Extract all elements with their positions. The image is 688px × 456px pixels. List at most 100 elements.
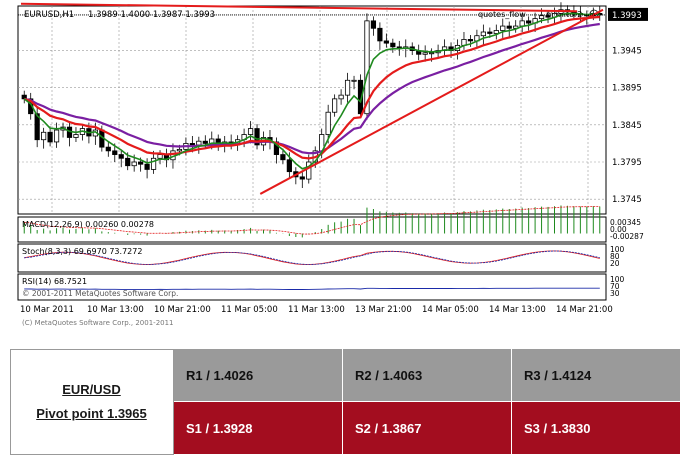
candle xyxy=(364,20,370,115)
subwindow-label: MACD(12,26,9) 0.00260 0.00278 xyxy=(22,220,154,229)
y-tick-label: 1.3895 xyxy=(612,84,642,94)
currency-pair: EUR/USD xyxy=(62,381,121,397)
trendline-resistance xyxy=(20,2,578,13)
subwindow-scale-label: 100 xyxy=(610,275,625,284)
candle xyxy=(480,31,486,37)
candle xyxy=(357,79,364,115)
pivot-summary-cell: EUR/USD Pivot point 1.3965 xyxy=(9,348,174,455)
subwindow-scale-label: 100 xyxy=(610,245,625,254)
support-1: S1 / 1.3928 xyxy=(173,401,343,455)
candle xyxy=(131,161,137,167)
chart-canvas: EURUSD,H1 1.3989 1.4000 1.3987 1.3993 quot… xyxy=(17,2,648,327)
resistance-2: R2 / 1.4063 xyxy=(342,348,512,402)
candle xyxy=(105,146,111,152)
support-2: S2 / 1.3867 xyxy=(342,401,512,455)
candle xyxy=(344,79,351,96)
current-price-box xyxy=(608,7,648,21)
candle xyxy=(144,163,150,170)
candle xyxy=(254,128,260,146)
candle xyxy=(176,148,183,152)
rsi-line xyxy=(24,287,600,290)
pivot-point-value: Pivot point 1.3965 xyxy=(36,405,147,421)
subwindow-scale-label: 70 xyxy=(610,282,620,291)
trendline-support xyxy=(259,8,604,195)
ma-purple-line xyxy=(23,22,600,155)
candle xyxy=(286,159,292,173)
candle xyxy=(73,134,79,138)
copyright-overlay: © 2001-2011 MetaQuotes Software Corp. xyxy=(22,289,178,298)
candle xyxy=(487,31,493,34)
candle xyxy=(467,39,474,42)
support-3: S3 / 1.3830 xyxy=(511,401,681,455)
resistance-3: R3 / 1.4124 xyxy=(511,348,681,402)
candle xyxy=(202,140,208,144)
candle xyxy=(506,25,512,29)
candle xyxy=(157,154,163,159)
candle xyxy=(351,79,357,82)
indicator-label: quotes_flow xyxy=(478,10,526,19)
candle xyxy=(34,113,40,141)
ma-red-line xyxy=(23,15,600,160)
candle xyxy=(325,111,331,135)
x-tick-label: 13 Mar 21:00 xyxy=(355,305,412,315)
candle xyxy=(383,40,389,44)
subwindow-scale-label: 20 xyxy=(610,259,620,268)
x-tick-label: 14 Mar 13:00 xyxy=(489,305,546,315)
candle xyxy=(370,20,377,29)
candle xyxy=(53,129,60,143)
copyright-label: (C) MetaQuotes Software Corp., 2001-2011 xyxy=(22,319,174,327)
macd-signal-line xyxy=(24,206,600,235)
y-tick-label: 1.3845 xyxy=(612,121,642,131)
ohlc-header: 1.3989 1.4000 1.3987 1.3993 xyxy=(88,10,215,20)
subwindow-label: Stoch(8,3,3) 69.6970 73.7272 xyxy=(22,247,142,256)
ma-green-line xyxy=(23,12,600,170)
candle xyxy=(545,15,551,18)
candle xyxy=(538,15,545,20)
x-tick-label: 11 Mar 13:00 xyxy=(288,305,345,315)
stoch-d-line xyxy=(24,250,600,265)
candle xyxy=(138,161,144,165)
candle xyxy=(299,176,305,180)
candle xyxy=(306,161,312,180)
candle xyxy=(332,98,338,113)
candle xyxy=(500,25,506,31)
candle xyxy=(247,128,254,135)
x-tick-label: 10 Mar 13:00 xyxy=(87,305,144,315)
x-tick-label: 14 Mar 21:00 xyxy=(556,305,613,315)
pivot-points-table: EUR/USD Pivot point 1.3965 R1 / 1.4026 R… xyxy=(9,348,681,455)
candle xyxy=(493,30,499,34)
symbol-header: EURUSD,H1 xyxy=(24,10,74,20)
candle xyxy=(118,154,124,159)
subwindow-scale-label: 0.00 xyxy=(610,225,627,234)
candle xyxy=(41,131,47,141)
candle xyxy=(280,154,286,161)
candle xyxy=(125,157,131,167)
candle xyxy=(377,27,383,42)
x-tick-label: 11 Mar 05:00 xyxy=(221,305,278,315)
subwindow-scale-label: 0.00345 xyxy=(610,218,641,227)
candle xyxy=(47,131,53,143)
subwindow-rsi-frame xyxy=(17,273,607,301)
subwindow-label: RSI(14) 68.7521 xyxy=(22,277,87,286)
y-tick-label: 1.3745 xyxy=(612,195,642,205)
candle xyxy=(390,42,396,48)
candle xyxy=(189,143,195,146)
current-price-label: 1.3993 xyxy=(612,11,642,21)
forex-chart: EURUSD,H1 1.3989 1.4000 1.3987 1.3993 quot… xyxy=(17,2,648,327)
x-tick-label: 10 Mar 2011 xyxy=(20,305,74,315)
candle xyxy=(338,94,344,100)
main-window-frame xyxy=(17,5,607,215)
subwindow-scale-label: 30 xyxy=(610,289,620,298)
y-tick-label: 1.3945 xyxy=(612,47,642,57)
candle xyxy=(526,20,532,24)
candle xyxy=(429,52,435,55)
y-tick-label: 1.3795 xyxy=(612,158,642,168)
candle xyxy=(196,140,202,146)
candle xyxy=(422,52,428,55)
x-tick-label: 10 Mar 21:00 xyxy=(154,305,211,315)
resistance-1: R1 / 1.4026 xyxy=(173,348,343,402)
subwindow-scale-label: -0.00287 xyxy=(610,232,644,241)
candle xyxy=(112,150,118,155)
candle xyxy=(150,157,157,170)
subwindow-scale-label: 80 xyxy=(610,252,620,261)
